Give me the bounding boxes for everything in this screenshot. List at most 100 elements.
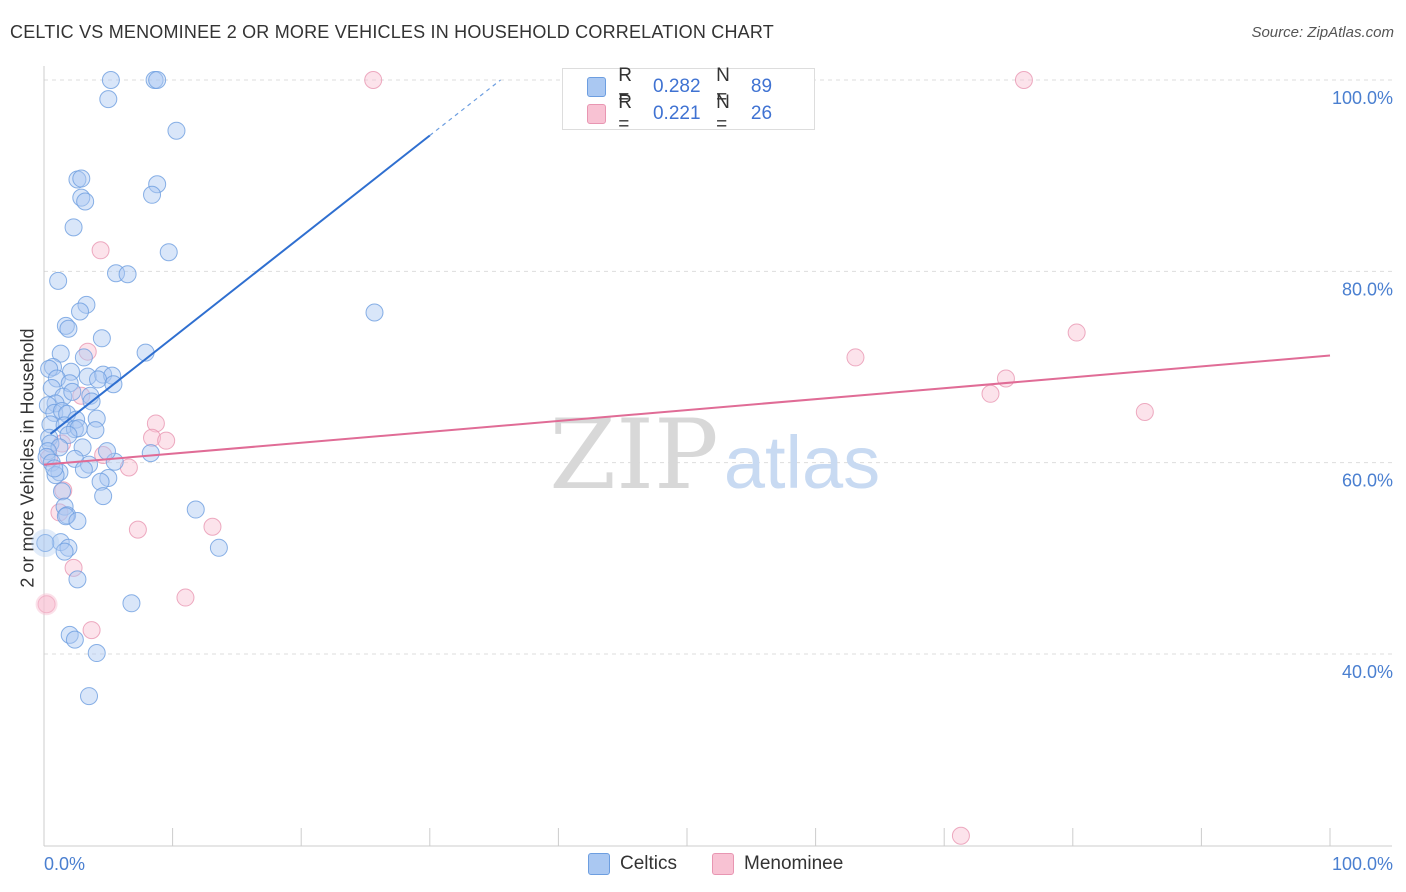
gridlines xyxy=(44,79,1392,655)
celtics-point xyxy=(91,472,110,491)
celtics-point xyxy=(87,644,106,663)
celtics-point xyxy=(51,344,70,363)
watermark: ZIP atlas xyxy=(549,399,880,511)
celtics-point xyxy=(59,425,78,444)
menominee-point xyxy=(157,431,176,450)
celtics-legend-swatch xyxy=(588,853,610,875)
celtics-point xyxy=(58,506,77,525)
menominee-point xyxy=(176,588,195,607)
celtics-point xyxy=(186,500,205,519)
y-tick-label: 40.0% xyxy=(1342,662,1393,682)
menominee-point xyxy=(128,520,147,539)
celtics-point xyxy=(65,630,84,649)
n-label: N = xyxy=(716,65,730,108)
celtics-point xyxy=(87,409,106,428)
menominee-trend-line xyxy=(43,354,1331,466)
celtics-point xyxy=(64,218,83,237)
celtics-point xyxy=(99,90,118,109)
celtics-point xyxy=(55,542,74,561)
celtics-point xyxy=(78,367,97,386)
menominee-point xyxy=(82,621,101,640)
menominee-point xyxy=(72,386,91,405)
celtics-point xyxy=(98,442,117,461)
celtics-point xyxy=(72,169,91,188)
celtics-legend-label: Celtics xyxy=(620,853,678,874)
celtics-point xyxy=(76,192,95,211)
y-tick-label: 80.0% xyxy=(1342,279,1393,299)
celtics-point xyxy=(77,295,96,314)
celtics-point xyxy=(365,303,384,322)
y-tick-label: 100.0% xyxy=(1332,88,1393,108)
chart-title: CELTIC VS MENOMINEE 2 OR MORE VEHICLES I… xyxy=(10,22,774,42)
menominee-point xyxy=(1014,71,1033,89)
celtics-point xyxy=(148,175,167,194)
stats-legend: R = 0.282 N = 89 R = 0.221 N = 26 xyxy=(562,65,815,135)
celtics-point xyxy=(148,71,167,89)
axes xyxy=(43,66,1392,847)
menominee-points xyxy=(35,71,1154,845)
celtics-trend-line xyxy=(49,134,431,435)
celtics-point xyxy=(63,382,82,401)
celtics-point xyxy=(80,687,99,706)
celtics-point xyxy=(38,442,57,461)
menominee-point xyxy=(364,71,383,89)
celtics-swatch xyxy=(587,77,607,97)
celtics-point xyxy=(68,512,87,531)
y-tick-label: 60.0% xyxy=(1342,471,1393,491)
celtics-point xyxy=(40,359,59,378)
legend-item-celtics[interactable]: Celtics xyxy=(588,852,677,876)
menominee-point xyxy=(981,384,1000,403)
menominee-legend-swatch xyxy=(712,853,734,875)
celtics-point xyxy=(53,482,72,501)
celtics-r-value: 0.282 xyxy=(652,76,701,97)
menominee-swatch xyxy=(587,104,607,124)
menominee-point xyxy=(143,428,162,447)
menominee-point xyxy=(846,348,865,367)
celtics-point xyxy=(59,319,78,338)
celtics-point-large xyxy=(31,529,60,558)
menominee-point xyxy=(1135,402,1154,421)
tick-labels: 40.0% 60.0% 80.0% 100.0% 0.0% 100.0% xyxy=(44,88,1393,874)
menominee-point xyxy=(64,558,83,577)
celtics-point xyxy=(101,71,120,89)
celtics-point xyxy=(94,487,113,506)
celtics-point xyxy=(36,534,55,553)
celtics-point xyxy=(89,370,108,389)
celtics-point xyxy=(56,507,75,526)
menominee-point-large xyxy=(35,593,58,616)
n-label: N = xyxy=(716,92,730,135)
celtics-point xyxy=(122,594,141,613)
legend-row-menominee: R = 0.221 N = 26 xyxy=(587,92,814,135)
menominee-point xyxy=(951,826,970,845)
celtics-point xyxy=(56,316,75,335)
celtics-point xyxy=(86,421,105,440)
celtics-trend-extension xyxy=(429,79,501,136)
celtics-point xyxy=(46,394,65,413)
celtics-point xyxy=(46,466,65,485)
celtics-points xyxy=(31,71,384,706)
trend-lines xyxy=(43,79,1331,466)
watermark-zip: ZIP xyxy=(549,399,718,511)
legend-item-menominee[interactable]: Menominee xyxy=(712,852,843,876)
celtics-point xyxy=(71,302,90,321)
source-label: Source: ZipAtlas.com xyxy=(1251,24,1394,41)
menominee-point xyxy=(91,241,110,260)
celtics-point xyxy=(60,625,79,644)
menominee-r-value: 0.221 xyxy=(652,103,701,124)
celtics-point xyxy=(74,348,93,367)
celtics-n-value: 89 xyxy=(750,76,773,97)
celtics-point xyxy=(143,185,162,204)
menominee-n-value: 26 xyxy=(750,103,773,124)
menominee-point xyxy=(146,414,165,433)
menominee-point xyxy=(54,481,73,500)
celtics-point xyxy=(68,570,87,589)
watermark-atlas: atlas xyxy=(724,421,880,504)
x-tick-label: 0.0% xyxy=(44,854,85,874)
celtics-point xyxy=(50,438,69,457)
r-label: R = xyxy=(618,92,632,135)
celtics-point xyxy=(53,402,72,421)
celtics-point xyxy=(49,271,68,290)
x-tick-label: 100.0% xyxy=(1332,854,1393,874)
r-label: R = xyxy=(618,65,632,108)
